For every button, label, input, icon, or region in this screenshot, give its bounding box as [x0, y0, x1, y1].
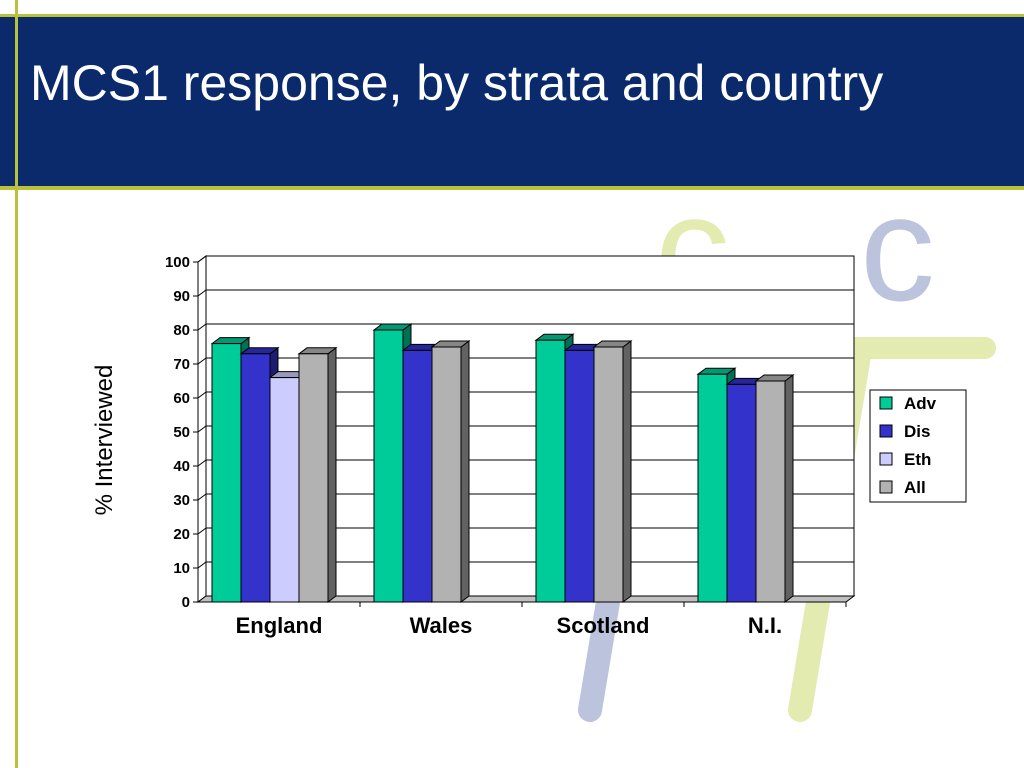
bar	[297, 346, 338, 603]
gridline-side	[197, 391, 207, 399]
x-category-label: N.I.	[748, 613, 782, 638]
logo-letter-right: c	[860, 190, 935, 332]
x-category-label: Scotland	[557, 613, 650, 638]
x-category-label: Wales	[410, 613, 473, 638]
bar-front	[211, 343, 242, 603]
chart-legend: Adv Dis Eth All	[869, 389, 967, 503]
gridline-side	[197, 561, 207, 569]
gridline-side	[197, 255, 207, 263]
bar-front	[726, 383, 757, 603]
y-axis-label: % Interviewed	[91, 365, 118, 516]
accent-bottom-line	[0, 186, 1024, 190]
legend-swatch	[879, 452, 893, 466]
gridline-side	[197, 527, 207, 535]
bar-side	[460, 340, 470, 603]
title-banner	[0, 17, 1024, 187]
chart-grid	[196, 255, 856, 603]
bar-front	[240, 353, 271, 603]
bar-front	[269, 377, 300, 603]
bar-front	[697, 373, 728, 603]
gridline-side	[197, 425, 207, 433]
gridline-side	[197, 289, 207, 297]
y-tick-label: 40	[173, 458, 190, 475]
bar-front	[755, 380, 786, 603]
bar	[592, 340, 633, 603]
legend-label: Eth	[904, 450, 931, 469]
bar-front	[402, 349, 433, 603]
bar	[430, 340, 471, 603]
y-tick-label: 90	[173, 288, 190, 305]
plot-floor	[196, 595, 856, 603]
gridline-side	[197, 493, 207, 501]
accent-vertical-line-header	[15, 17, 18, 190]
x-category-label: England	[236, 613, 323, 638]
bar-front	[298, 353, 329, 603]
legend-label: Dis	[904, 422, 930, 441]
accent-vertical-line	[15, 0, 18, 768]
y-tick-label: 0	[182, 594, 190, 611]
bar-front	[535, 339, 566, 603]
y-axis-ticks: 0 10 20 30 40 50 60 70 80 90 100	[165, 254, 199, 611]
legend-swatch	[879, 424, 893, 438]
y-tick-label: 60	[173, 390, 190, 407]
legend-label: Adv	[904, 394, 937, 413]
y-tick-label: 30	[173, 492, 190, 509]
bar-side	[327, 346, 337, 603]
x-axis-categories: England Wales Scotland N.I.	[236, 602, 847, 638]
gridline-side	[197, 357, 207, 365]
y-tick-label: 20	[173, 526, 190, 543]
bar-side	[784, 374, 794, 603]
bar-front	[564, 349, 595, 603]
legend-label: All	[904, 478, 926, 497]
y-tick-label: 100	[165, 254, 190, 271]
gridline-side	[197, 323, 207, 331]
slide-title: MCS1 response, by strata and country	[30, 55, 884, 111]
bar-front	[431, 346, 462, 603]
accent-top-line	[0, 14, 1024, 17]
y-tick-label: 70	[173, 356, 190, 373]
y-tick-label: 80	[173, 322, 190, 339]
legend-swatch	[879, 480, 893, 494]
legend-swatch	[879, 396, 893, 410]
bar-side	[622, 340, 632, 603]
chart-bars	[210, 323, 795, 603]
y-tick-label: 50	[173, 424, 190, 441]
bar-front	[373, 329, 404, 603]
bar-front	[593, 346, 624, 603]
y-tick-label: 10	[173, 560, 190, 577]
bar	[754, 374, 795, 603]
gridline-side	[197, 459, 207, 467]
